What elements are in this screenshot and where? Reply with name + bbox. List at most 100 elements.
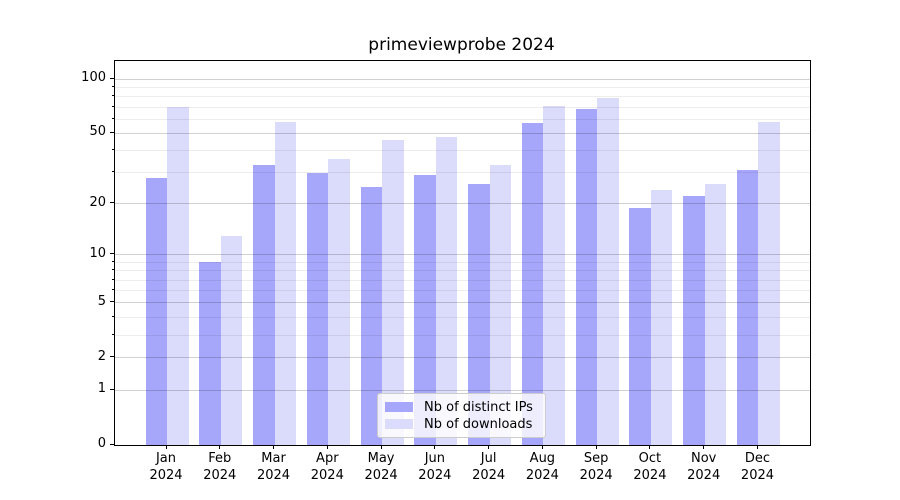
y-minor-tick-mark-9 [111, 260, 114, 262]
gridline-minor-90 [115, 86, 810, 88]
y-tick-label-10: 10 [89, 245, 106, 261]
bar-dec-distinct-ips [736, 170, 759, 445]
x-tick-month-text: Jun [424, 451, 445, 466]
y-minor-tick-mark-6 [111, 289, 114, 291]
gridline-major-50 [115, 132, 810, 134]
bar-oct-downloads [650, 189, 673, 445]
bar-may-downloads [382, 139, 404, 445]
y-minor-tick-mark-80 [111, 95, 114, 97]
bar-nov-distinct-ips [683, 196, 705, 445]
x-tick-year-text: 2024 [149, 467, 183, 483]
bar-sep-distinct-ips [575, 109, 598, 445]
legend-item-downloads: Nb of downloads [385, 416, 537, 432]
bar-aug-distinct-ips [521, 123, 544, 445]
x-tick-month-text: Mar [261, 451, 286, 466]
bar-mar-downloads [274, 121, 297, 445]
y-tick-label-50: 50 [89, 124, 106, 140]
chart-title: primeviewprobe 2024 [368, 35, 555, 55]
x-tick-mark-apr [326, 445, 328, 449]
x-tick-year-text: 2024 [472, 467, 506, 483]
y-tick-mark-20 [110, 202, 114, 204]
x-tick-year-text: 2024 [418, 467, 452, 483]
y-tick-mark-50 [110, 131, 114, 133]
y-tick-mark-1 [110, 388, 114, 390]
y-minor-tick-mark-4 [111, 315, 114, 317]
x-tick-month-text: Oct [638, 451, 662, 466]
bar-sep-downloads [597, 97, 619, 445]
x-tick-label-oct: Oct 2024 [618, 451, 682, 484]
legend: Nb of distinct IPs Nb of downloads [377, 393, 546, 438]
bar-mar-distinct-ips [253, 165, 275, 445]
x-tick-mark-aug [541, 445, 543, 449]
x-tick-month-text: Apr [316, 451, 339, 466]
x-tick-year-text: 2024 [687, 467, 721, 483]
bar-apr-distinct-ips [306, 172, 329, 445]
x-tick-mark-dec [756, 445, 758, 449]
y-minor-tick-mark-7 [111, 278, 114, 280]
x-tick-label-nov: Nov 2024 [672, 451, 736, 484]
y-tick-label-2: 2 [97, 348, 106, 364]
x-tick-month-text: May [367, 451, 395, 466]
x-tick-month-text: Aug [529, 451, 556, 466]
x-tick-mark-jul [488, 445, 490, 449]
bar-may-distinct-ips [360, 186, 383, 445]
y-minor-tick-mark-60 [111, 117, 114, 119]
gridline-major-100 [115, 78, 810, 80]
x-tick-mark-jun [434, 445, 436, 449]
x-tick-month-text: Jul [480, 451, 497, 466]
y-tick-label-0: 0 [97, 436, 106, 451]
x-tick-month-text: Sep [583, 451, 609, 466]
x-tick-year-text: 2024 [203, 467, 237, 483]
plot-area [114, 60, 811, 446]
y-minor-tick-mark-30 [111, 171, 114, 173]
y-tick-mark-5 [110, 301, 114, 303]
x-tick-label-jan: Jan 2024 [134, 451, 198, 484]
legend-label: Nb of distinct IPs [424, 399, 533, 415]
bar-nov-downloads [704, 183, 727, 445]
x-tick-label-aug: Aug 2024 [510, 451, 574, 484]
x-tick-mark-jan [165, 445, 167, 449]
x-tick-year-text: 2024 [633, 467, 667, 483]
y-minor-tick-mark-70 [111, 105, 114, 107]
bar-jun-distinct-ips [414, 175, 436, 445]
bar-apr-downloads [328, 158, 350, 445]
bar-jun-downloads [435, 136, 458, 445]
y-tick-label-5: 5 [97, 293, 106, 309]
x-tick-month-text: Dec [744, 451, 771, 466]
x-tick-label-may: May 2024 [349, 451, 413, 484]
x-tick-mark-feb [219, 445, 221, 449]
y-tick-mark-10 [110, 253, 114, 255]
y-tick-mark-2 [110, 356, 114, 358]
x-tick-label-feb: Feb 2024 [188, 451, 252, 484]
y-tick-label-100: 100 [81, 70, 106, 86]
y-tick-mark-100 [110, 77, 114, 79]
bar-feb-downloads [220, 235, 243, 445]
bar-dec-downloads [758, 121, 780, 445]
gridline-minor-40 [115, 150, 810, 152]
legend-swatch-downloads [385, 419, 413, 429]
bar-oct-distinct-ips [629, 207, 651, 445]
x-tick-mark-sep [595, 445, 597, 449]
x-tick-label-dec: Dec 2024 [725, 451, 789, 484]
x-tick-label-jun: Jun 2024 [403, 451, 467, 484]
x-tick-mark-oct [649, 445, 651, 449]
x-tick-label-jul: Jul 2024 [457, 451, 521, 484]
y-tick-label-20: 20 [89, 194, 106, 210]
y-minor-tick-mark-8 [111, 269, 114, 271]
gridline-minor-60 [115, 118, 810, 120]
x-tick-year-text: 2024 [256, 467, 291, 483]
legend-item-distinct-ips: Nb of distinct IPs [385, 399, 537, 415]
bar-jul-distinct-ips [468, 183, 490, 445]
gridline-minor-70 [115, 106, 810, 108]
gridline-minor-30 [115, 172, 810, 174]
gridline-minor-80 [115, 96, 810, 98]
x-tick-mark-nov [703, 445, 705, 449]
y-minor-tick-mark-40 [111, 149, 114, 151]
bar-aug-downloads [543, 106, 565, 445]
x-tick-month-text: Nov [691, 451, 717, 466]
x-tick-month-text: Jan [155, 451, 177, 466]
y-tick-mark-0 [110, 443, 114, 445]
x-tick-label-sep: Sep 2024 [564, 451, 628, 484]
y-tick-label-1: 1 [97, 381, 106, 397]
